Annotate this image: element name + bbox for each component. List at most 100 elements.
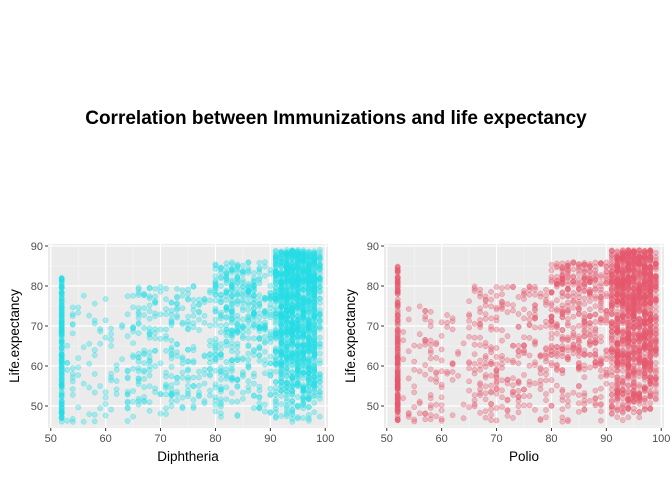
data-point: [168, 316, 175, 323]
data-point: [587, 313, 593, 320]
data-point: [608, 300, 615, 307]
data-point: [532, 380, 538, 387]
data-point: [630, 409, 637, 416]
data-point: [647, 341, 654, 347]
data-point: [152, 347, 158, 354]
data-point: [630, 370, 637, 377]
data-point: [515, 398, 522, 404]
data-point: [311, 392, 318, 399]
data-point: [636, 373, 643, 379]
data-point: [630, 319, 637, 326]
data-point: [229, 334, 235, 341]
data-point: [394, 354, 401, 361]
data-point: [245, 388, 252, 394]
data-point: [641, 252, 648, 259]
data-point: [272, 389, 279, 395]
data-point: [482, 296, 489, 303]
data-point: [185, 295, 191, 302]
data-point: [102, 296, 109, 302]
data-point: [510, 302, 516, 309]
data-point: [636, 330, 643, 337]
data-point: [196, 302, 202, 308]
data-point: [647, 317, 654, 324]
data-point: [576, 353, 582, 359]
data-point: [636, 295, 643, 301]
data-point: [58, 400, 65, 406]
data-point: [488, 372, 494, 379]
data-point: [229, 317, 235, 324]
data-point: [652, 380, 659, 387]
data-point: [652, 308, 659, 315]
data-point: [543, 358, 549, 365]
data-point: [614, 296, 621, 303]
data-point: [499, 285, 505, 291]
data-point: [283, 304, 290, 311]
data-point: [477, 380, 483, 386]
data-point: [537, 381, 544, 388]
data-point: [636, 270, 643, 277]
data-point: [218, 264, 224, 271]
data-point: [592, 295, 599, 302]
data-point: [135, 365, 142, 371]
data-point: [526, 321, 533, 328]
data-point: [619, 281, 626, 288]
data-point: [294, 272, 301, 278]
data-point: [608, 397, 615, 404]
data-point: [311, 386, 318, 393]
data-point: [416, 331, 423, 337]
data-point: [532, 406, 538, 413]
data-point: [240, 271, 246, 278]
data-point: [471, 392, 478, 399]
data-point: [229, 301, 235, 308]
data-point: [647, 254, 654, 260]
data-point: [218, 345, 224, 352]
data-point: [212, 358, 219, 364]
data-point: [212, 384, 219, 391]
data-point: [532, 291, 538, 298]
data-point: [289, 305, 296, 312]
data-point: [488, 296, 494, 303]
data-point: [587, 320, 593, 327]
data-point: [625, 392, 632, 399]
data-point: [223, 338, 230, 345]
data-point: [515, 393, 522, 400]
data-point: [647, 299, 654, 305]
data-point: [251, 405, 257, 411]
data-point: [218, 266, 224, 273]
data-point: [262, 273, 268, 279]
data-point: [603, 275, 610, 282]
data-point: [641, 274, 648, 280]
data-point: [300, 248, 307, 255]
data-point: [305, 260, 312, 267]
x-tick-label: 70: [154, 433, 166, 445]
data-point: [466, 360, 472, 367]
data-point: [283, 341, 290, 348]
data-point: [652, 349, 659, 356]
data-point: [229, 361, 235, 368]
data-point: [565, 344, 571, 351]
data-point: [152, 335, 158, 342]
data-point: [614, 298, 621, 304]
data-point: [548, 351, 555, 358]
data-point: [647, 400, 654, 406]
data-point: [641, 309, 648, 316]
data-point: [565, 299, 571, 306]
data-point: [294, 372, 301, 379]
data-point: [316, 383, 323, 390]
data-point: [488, 303, 494, 310]
data-point: [311, 266, 318, 273]
data-point: [647, 325, 654, 332]
data-point: [218, 299, 224, 306]
data-point: [598, 338, 604, 345]
data-point: [135, 321, 142, 327]
data-point: [581, 260, 588, 266]
data-point: [316, 247, 323, 253]
y-axis-label: Life.expectancy: [7, 289, 22, 383]
data-point: [212, 408, 219, 415]
data-point: [311, 373, 318, 380]
data-point: [543, 367, 549, 373]
data-point: [300, 415, 307, 421]
data-point: [212, 284, 219, 291]
data-point: [636, 274, 643, 280]
data-point: [91, 389, 98, 396]
